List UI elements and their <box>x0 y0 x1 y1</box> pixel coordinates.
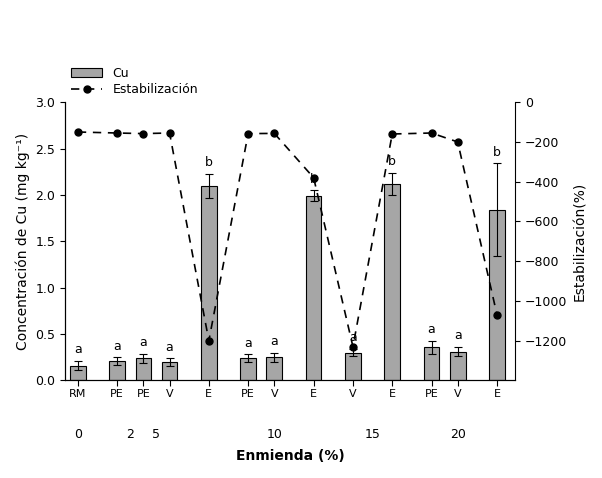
Legend: Cu, Estabilización: Cu, Estabilización <box>71 67 198 97</box>
Text: a: a <box>140 336 147 349</box>
Text: a: a <box>349 331 357 344</box>
Text: a: a <box>454 329 462 342</box>
Text: a: a <box>427 323 435 336</box>
Bar <box>201 185 217 380</box>
Text: b: b <box>493 146 501 159</box>
Text: b: b <box>388 155 396 168</box>
Text: a: a <box>244 337 252 350</box>
Bar <box>162 362 178 380</box>
X-axis label: Enmienda (%): Enmienda (%) <box>236 449 344 463</box>
Bar <box>240 358 256 380</box>
Y-axis label: Estabilización(%): Estabilización(%) <box>573 182 587 301</box>
Bar <box>70 366 85 380</box>
Y-axis label: Concentración de Cu (mg kg⁻¹): Concentración de Cu (mg kg⁻¹) <box>15 133 29 350</box>
Text: b: b <box>309 173 318 185</box>
Text: b: b <box>205 156 213 169</box>
Bar <box>489 210 505 380</box>
Bar <box>135 358 151 380</box>
Text: a: a <box>74 343 82 356</box>
Bar <box>110 361 125 380</box>
Bar <box>306 196 321 380</box>
Text: a: a <box>113 340 121 353</box>
Bar <box>424 347 439 380</box>
Text: a: a <box>270 335 278 348</box>
Text: a: a <box>166 340 173 354</box>
Bar <box>450 352 465 380</box>
Bar <box>345 353 361 380</box>
Bar <box>384 184 400 380</box>
Bar <box>267 357 282 380</box>
